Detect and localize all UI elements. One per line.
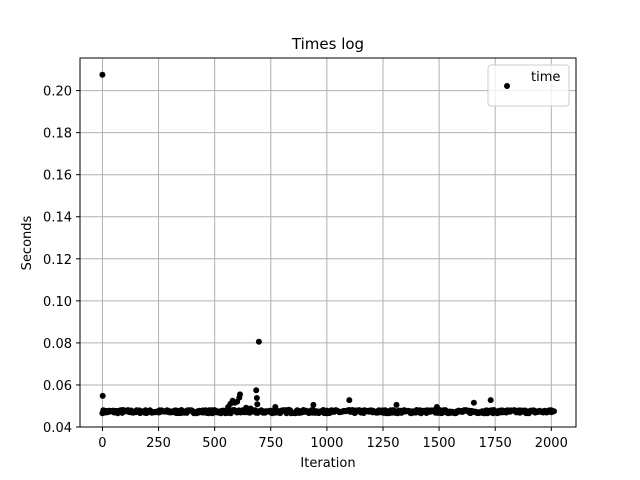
data-point: [272, 404, 279, 410]
data-point: [253, 395, 260, 401]
data-point: [110, 408, 117, 414]
y-tick-label: 0.06: [43, 379, 72, 394]
y-tick-label: 0.16: [43, 169, 72, 184]
x-tick-label: 750: [258, 436, 283, 451]
data-point: [220, 407, 227, 414]
data-point: [133, 408, 140, 415]
x-axis-ticks: 0 250 500 750 1000 1250 1500 1750 2000: [98, 427, 568, 451]
x-tick-label: 1500: [423, 436, 456, 451]
y-axis-ticks: 0.04 0.06 0.08 0.10 0.12 0.14 0.16 0.18 0.20: [43, 85, 80, 436]
y-tick-label: 0.12: [43, 253, 72, 268]
legend-box: [487, 64, 570, 107]
data-point: [285, 406, 292, 413]
data-point: [253, 387, 260, 394]
data-point: [449, 409, 456, 416]
x-tick-label: 500: [202, 436, 227, 451]
data-point: [103, 408, 110, 415]
y-tick-label: 0.04: [43, 421, 72, 436]
legend: time: [487, 64, 570, 107]
plot-frame: [79, 57, 577, 428]
data-point: [99, 71, 106, 78]
data-point: [368, 407, 375, 414]
x-tick-label: 250: [146, 436, 171, 451]
data-point: [200, 408, 207, 415]
y-axis-label: Seconds: [20, 215, 35, 270]
y-tick-label: 0.08: [43, 337, 72, 352]
data-points: [99, 71, 557, 417]
chart-title: Times log: [291, 35, 364, 53]
data-point: [487, 397, 494, 404]
data-point: [393, 401, 400, 408]
x-axis-label: Iteration: [300, 456, 355, 471]
x-tick-label: 2000: [535, 436, 568, 451]
data-point: [237, 391, 243, 398]
data-point: [99, 392, 106, 399]
data-point: [255, 338, 262, 345]
data-point: [525, 408, 532, 415]
legend-label-time: time: [531, 70, 560, 85]
y-tick-label: 0.18: [43, 127, 72, 142]
y-tick-label: 0.20: [43, 85, 72, 100]
y-tick-label: 0.10: [43, 295, 72, 310]
data-point: [155, 408, 162, 415]
data-point: [119, 407, 126, 413]
x-tick-label: 1250: [366, 436, 399, 451]
x-tick-label: 0: [98, 436, 106, 451]
x-tick-label: 1750: [479, 436, 512, 451]
y-tick-label: 0.14: [43, 211, 72, 226]
data-point: [433, 404, 440, 410]
data-point: [254, 401, 261, 408]
data-point: [243, 404, 250, 411]
data-point: [346, 397, 353, 404]
data-point: [503, 407, 510, 414]
data-point: [548, 407, 555, 414]
data-point: [178, 408, 184, 414]
legend-marker-time: [504, 83, 510, 89]
data-point: [323, 407, 330, 414]
x-tick-label: 1000: [310, 436, 343, 451]
data-point: [247, 405, 254, 412]
data-point: [413, 407, 420, 413]
data-point: [310, 401, 317, 408]
data-point: [470, 399, 477, 406]
